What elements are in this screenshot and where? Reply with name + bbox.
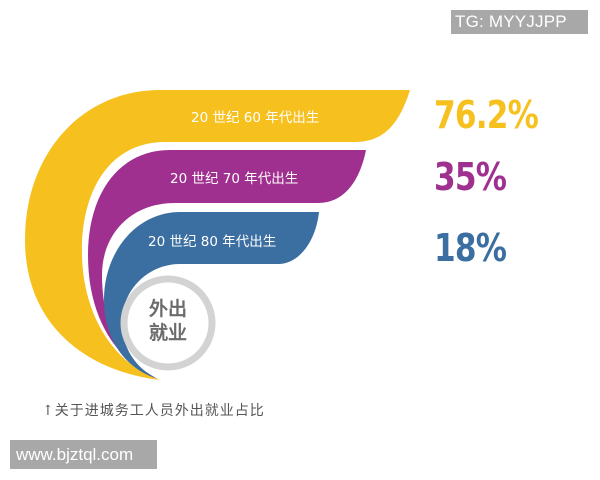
- center-label: 外出 就业: [133, 297, 203, 345]
- pct-gen60: 76.2%: [434, 93, 539, 137]
- band-gen60: [25, 90, 410, 380]
- chart-caption: ↑关于进城务工人员外出就业占比: [42, 403, 265, 419]
- band-gen70: [88, 150, 366, 379]
- pct-gen80: 18%: [434, 226, 507, 270]
- center-label-line1: 外出: [148, 298, 187, 320]
- center-label-line2: 就业: [148, 322, 187, 344]
- label-gen70: 20 世纪 70 年代出生: [170, 171, 299, 187]
- pct-gen70: 35%: [434, 155, 507, 199]
- tg-watermark: TG: MYYJJPP: [451, 10, 588, 34]
- band-gen80: [104, 212, 319, 379]
- label-gen60: 20 世纪 60 年代出生: [191, 110, 320, 126]
- url-watermark: www.bjztql.com: [10, 440, 157, 469]
- label-gen80: 20 世纪 80 年代出生: [148, 234, 277, 250]
- center-circle: [120, 275, 216, 371]
